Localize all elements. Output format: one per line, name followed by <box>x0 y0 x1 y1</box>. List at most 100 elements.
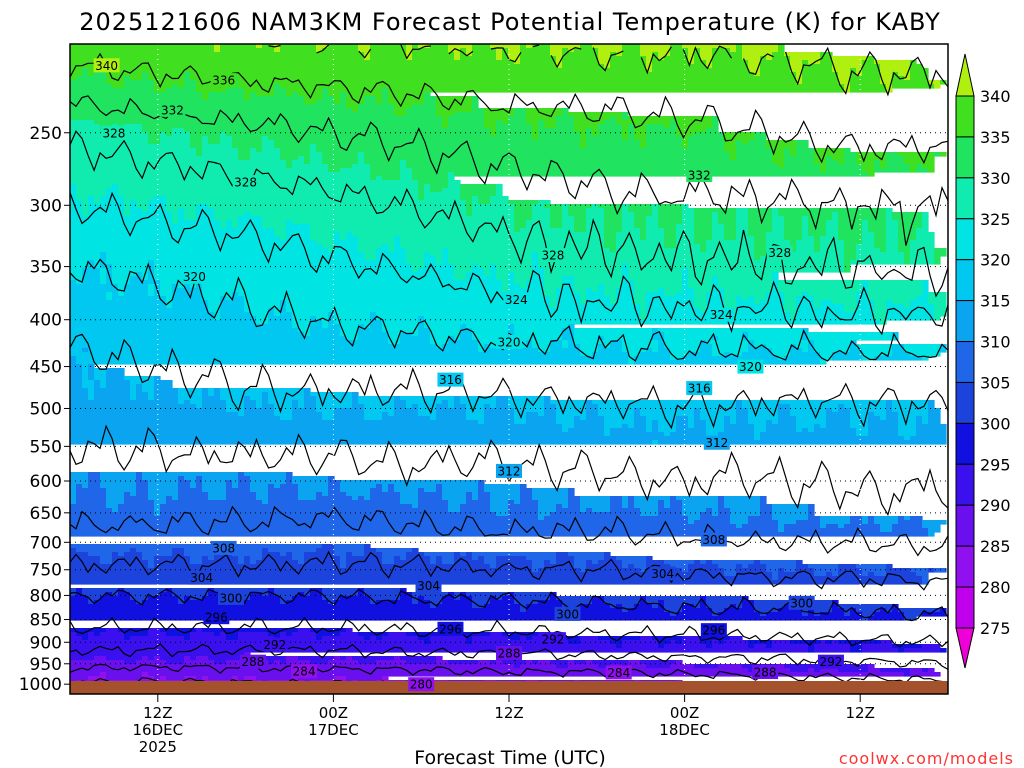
fill-cell <box>610 500 623 505</box>
fill-cell <box>646 416 677 421</box>
y-tick-label: 300 <box>30 196 62 216</box>
fill-cell <box>700 308 707 313</box>
fill-cell <box>682 512 701 517</box>
fill-cell <box>658 428 677 433</box>
fill-cell <box>622 496 629 501</box>
fill-cell <box>862 612 875 617</box>
colorbar-segment <box>955 259 975 302</box>
fill-cell <box>694 416 701 421</box>
fill-cell <box>460 52 467 57</box>
fill-cell <box>148 260 155 265</box>
fill-cell <box>154 260 407 265</box>
fill-cell <box>682 220 695 225</box>
fill-cell <box>820 164 827 169</box>
fill-cell <box>70 416 281 421</box>
fill-cell <box>658 348 671 353</box>
fill-cell <box>412 332 419 337</box>
fill-cell <box>406 48 413 53</box>
fill-cell <box>616 116 623 121</box>
fill-cell <box>88 200 95 205</box>
fill-cell <box>910 304 935 309</box>
fill-cell <box>502 56 509 61</box>
fill-cell <box>178 392 203 397</box>
fill-cell <box>148 264 155 269</box>
fill-cell <box>400 556 407 561</box>
fill-cell <box>544 284 563 289</box>
fill-cell <box>490 344 497 349</box>
fill-cell <box>154 88 167 93</box>
fill-cell <box>94 600 137 605</box>
fill-cell <box>430 184 449 189</box>
fill-cell <box>220 396 245 401</box>
fill-cell <box>628 268 683 273</box>
fill-cell <box>76 588 83 593</box>
fill-cell <box>682 500 719 505</box>
fill-cell <box>784 356 821 361</box>
fill-cell <box>508 512 539 517</box>
fill-cell <box>508 500 515 505</box>
fill-cell <box>250 656 287 661</box>
contour-label: 328 <box>766 245 793 260</box>
fill-cell <box>868 412 875 417</box>
fill-cell <box>454 552 461 557</box>
fill-cell <box>820 304 845 309</box>
fill-cell <box>616 236 641 241</box>
fill-cell <box>808 512 815 517</box>
fill-cell <box>682 272 689 277</box>
fill-cell <box>586 140 641 145</box>
fill-cell <box>844 404 887 409</box>
fill-cell <box>88 392 95 397</box>
fill-cell <box>628 608 665 613</box>
fill-cell <box>466 412 485 417</box>
fill-cell <box>814 572 827 577</box>
fill-cell <box>280 84 845 89</box>
fill-cell <box>730 352 743 357</box>
fill-cell <box>316 48 323 53</box>
contour-label-text: 316 <box>439 373 462 387</box>
fill-cell <box>766 420 773 425</box>
fill-cell <box>772 508 809 513</box>
fill-cell <box>880 524 893 529</box>
fill-cell <box>658 344 665 349</box>
fill-cell <box>400 240 605 245</box>
fill-cell <box>520 496 533 501</box>
fill-cell <box>184 284 191 289</box>
fill-cell <box>514 408 545 413</box>
fill-cell <box>652 424 659 429</box>
fill-cell <box>70 52 365 57</box>
fill-cell <box>76 76 107 81</box>
fill-cell <box>922 164 935 169</box>
fill-cell <box>70 636 83 641</box>
fill-cell <box>406 56 413 61</box>
fill-cell <box>178 84 185 89</box>
fill-cell <box>556 408 587 413</box>
fill-cell <box>166 304 173 309</box>
fill-cell <box>130 388 137 393</box>
fill-cell <box>616 52 623 57</box>
fill-cell <box>256 496 269 501</box>
fill-cell <box>280 660 287 665</box>
contour-line <box>316 44 330 54</box>
fill-cell <box>262 216 515 221</box>
fill-cell <box>430 44 449 49</box>
fill-cell <box>370 324 383 329</box>
fill-cell <box>130 396 137 401</box>
fill-cell <box>670 44 683 49</box>
fill-cell <box>184 216 197 221</box>
fill-cell <box>436 260 443 265</box>
fill-cell <box>316 496 353 501</box>
fill-cell <box>826 416 851 421</box>
fill-cell <box>898 240 911 245</box>
fill-cell <box>424 196 461 201</box>
fill-cell <box>844 252 857 257</box>
fill-cell <box>808 340 815 345</box>
fill-cell <box>754 432 761 437</box>
fill-cell <box>328 492 347 497</box>
fill-cell <box>832 60 863 65</box>
fill-cell <box>874 572 887 577</box>
fill-cell <box>424 552 455 557</box>
fill-cell <box>802 224 809 229</box>
fill-cell <box>724 132 755 137</box>
fill-cell <box>886 244 899 249</box>
fill-cell <box>802 76 839 81</box>
